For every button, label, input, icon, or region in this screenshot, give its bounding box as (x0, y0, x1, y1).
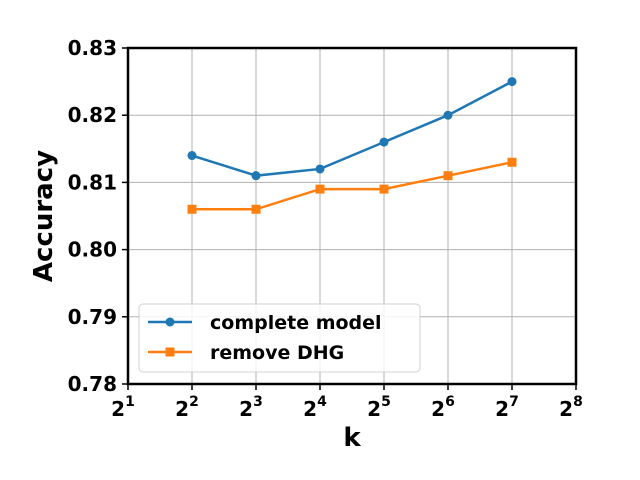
data-point (507, 157, 517, 167)
data-point (443, 110, 453, 120)
legend-entry: complete model (210, 312, 382, 334)
x-tick-label: 26 (431, 394, 455, 421)
y-tick-label: 0.78 (68, 372, 117, 396)
x-tick-label: 21 (111, 394, 135, 421)
x-axis-label: k (343, 423, 361, 453)
legend: complete model remove DHG (138, 303, 421, 373)
data-point (187, 204, 197, 214)
y-tick-label: 0.79 (68, 305, 117, 329)
x-tick-label: 27 (495, 394, 519, 421)
legend-marker (165, 347, 175, 357)
x-axis-ticks: 21 22 23 24 25 26 27 28 (111, 384, 583, 421)
x-tick-label: 28 (559, 394, 583, 421)
legend-marker (165, 317, 175, 327)
y-axis-label: Accuracy (29, 150, 59, 282)
series-line-1 (192, 161, 513, 211)
data-point (315, 184, 325, 194)
data-point (507, 77, 517, 87)
x-tick-label: 22 (175, 394, 199, 421)
plot-frame (126, 46, 578, 386)
data-point (379, 137, 389, 147)
series-layer (187, 77, 517, 214)
x-tick-label: 23 (239, 394, 263, 421)
legend-entry: remove DHG (210, 342, 344, 364)
legend-box (138, 303, 421, 373)
y-tick-label: 0.83 (68, 36, 117, 60)
y-axis-ticks: 0.78 0.79 0.80 0.81 0.82 0.83 (68, 36, 128, 396)
data-point (187, 151, 197, 161)
data-point (443, 171, 453, 181)
data-point (315, 164, 325, 174)
y-tick-label: 0.80 (68, 238, 117, 262)
x-tick-label: 24 (303, 394, 327, 421)
y-tick-label: 0.82 (68, 103, 117, 127)
data-point (251, 171, 261, 181)
x-tick-label: 25 (367, 394, 391, 421)
data-point (251, 204, 261, 214)
series-line-0 (191, 80, 513, 177)
y-tick-label: 0.81 (68, 170, 117, 194)
data-point (379, 184, 389, 194)
